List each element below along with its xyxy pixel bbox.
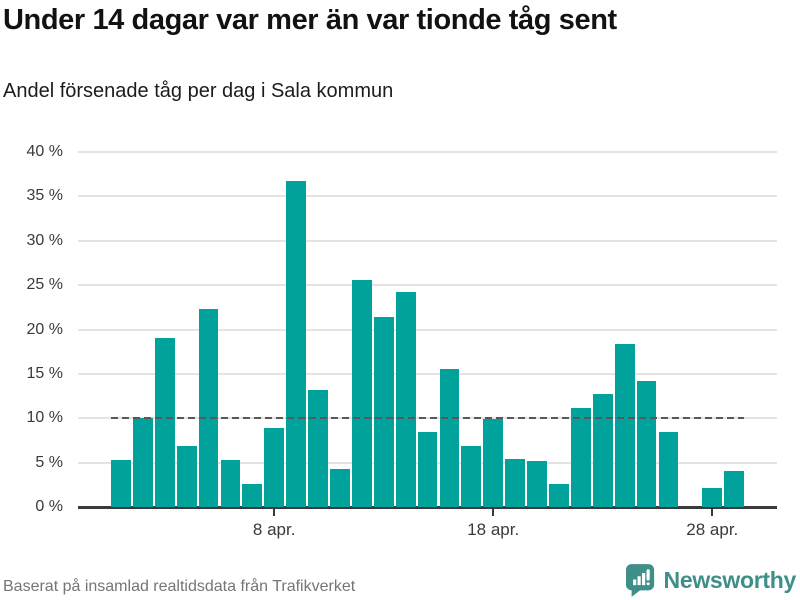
chart-subtitle: Andel försenade tåg per dag i Sala kommu…	[3, 80, 394, 102]
bar	[549, 483, 569, 507]
bar	[330, 468, 350, 507]
newsworthy-logo: Newsworthy	[625, 561, 797, 599]
bar	[154, 338, 175, 507]
y-axis-label: 35 %	[26, 187, 63, 205]
bar	[395, 292, 416, 507]
x-axis-tick	[492, 509, 495, 516]
bar	[373, 317, 394, 507]
bar	[702, 487, 723, 507]
x-axis-line	[78, 506, 777, 509]
y-axis-label: 20 %	[26, 320, 63, 338]
bar	[351, 279, 372, 507]
bar	[417, 432, 438, 507]
gridline	[78, 195, 777, 198]
source-note: Baserat på insamlad realtidsdata från Tr…	[3, 578, 356, 595]
reference-line	[111, 417, 745, 420]
y-axis-label: 10 %	[26, 409, 63, 427]
bar	[132, 418, 153, 508]
x-axis-tick-label: 18 apr.	[467, 520, 520, 539]
bar	[570, 407, 591, 507]
y-axis-label: 25 %	[26, 276, 63, 294]
y-axis-label: 5 %	[35, 453, 63, 471]
newsworthy-icon	[625, 564, 654, 597]
bar	[483, 419, 504, 507]
y-axis-label: 30 %	[26, 231, 63, 249]
chart-title: Under 14 dagar var mer än var tionde tåg…	[3, 4, 617, 36]
y-axis-label: 40 %	[26, 143, 63, 160]
bar	[614, 343, 635, 507]
y-axis-label: 15 %	[26, 364, 63, 382]
bar	[286, 181, 307, 507]
x-axis-tick	[273, 509, 276, 516]
bar	[636, 381, 657, 507]
gridline	[78, 151, 777, 153]
newsworthy-wordmark: Newsworthy	[663, 567, 797, 593]
bar	[242, 483, 263, 507]
bar	[461, 445, 482, 507]
gridline	[78, 239, 777, 242]
bar	[308, 389, 328, 507]
bar	[505, 459, 526, 507]
y-axis-label: 0 %	[35, 498, 63, 515]
bar	[592, 394, 613, 507]
bar	[527, 460, 547, 507]
bar	[658, 432, 679, 507]
x-axis-tick-label: 28 apr.	[686, 520, 739, 539]
bar	[439, 368, 460, 507]
x-axis-tick-label: 8 apr.	[252, 520, 296, 539]
bar	[724, 470, 745, 507]
bar	[198, 309, 219, 507]
gridline	[78, 284, 777, 287]
x-axis-tick	[711, 509, 714, 516]
bar	[264, 428, 285, 507]
gridline	[78, 372, 777, 375]
gridline	[78, 328, 777, 331]
bar	[176, 445, 197, 507]
bar	[220, 460, 241, 507]
bar	[111, 460, 131, 507]
